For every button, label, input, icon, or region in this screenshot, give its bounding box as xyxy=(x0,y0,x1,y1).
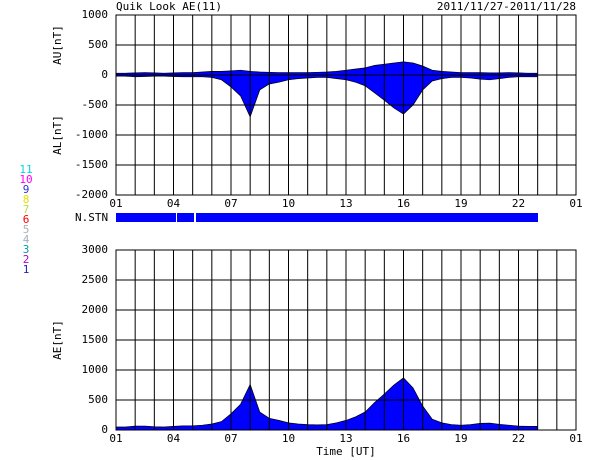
station-segment xyxy=(116,213,176,222)
station-number: 5 xyxy=(23,223,30,236)
station-number: 10 xyxy=(19,173,32,186)
station-number: 9 xyxy=(23,183,30,196)
station-number: 6 xyxy=(23,213,30,226)
y-tick-label: 3000 xyxy=(82,243,109,256)
x-tick-label: 13 xyxy=(339,432,352,445)
x-tick-label: 01 xyxy=(109,197,122,210)
station-number: 11 xyxy=(19,163,32,176)
station-segment xyxy=(177,213,194,222)
x-axis-label: Time [UT] xyxy=(316,445,376,458)
y-axis-label: AE[nT] xyxy=(51,320,64,360)
y-tick-label: 2500 xyxy=(82,273,109,286)
station-number: 3 xyxy=(23,243,30,256)
plot-frame xyxy=(115,14,577,196)
x-tick-label: 19 xyxy=(454,197,467,210)
y-tick-label: 1000 xyxy=(82,363,109,376)
x-tick-label: 10 xyxy=(282,432,295,445)
x-tick-label: 01 xyxy=(569,432,582,445)
y-tick-label: 2000 xyxy=(82,303,109,316)
x-tick-label: 07 xyxy=(224,432,237,445)
y-tick-label: 500 xyxy=(88,38,108,51)
x-tick-label: 16 xyxy=(397,432,410,445)
y-tick-label: 0 xyxy=(101,423,108,436)
chart-title: Quik Look AE(11) xyxy=(116,0,222,13)
y-axis-label: AL[nT] xyxy=(51,115,64,155)
station-bar xyxy=(116,213,538,222)
x-tick-label: 04 xyxy=(167,197,181,210)
station-number: 8 xyxy=(23,193,30,206)
x-tick-label: 13 xyxy=(339,197,352,210)
y-tick-label: -1500 xyxy=(75,158,108,171)
y-tick-label: 0 xyxy=(101,68,108,81)
x-tick-label: 22 xyxy=(512,432,525,445)
area xyxy=(115,74,539,118)
x-tick-label: 01 xyxy=(569,197,582,210)
x-tick-label: 07 xyxy=(224,197,237,210)
x-tick-label: 10 xyxy=(282,197,295,210)
y-tick-label: 500 xyxy=(88,393,108,406)
y-tick-label: -1000 xyxy=(75,128,108,141)
station-segment xyxy=(196,213,538,222)
y-tick-label: 1000 xyxy=(82,8,109,21)
x-tick-label: 19 xyxy=(454,432,467,445)
plot-frame xyxy=(115,249,577,431)
y-axis-label: AU[nT] xyxy=(51,25,64,65)
station-number: 7 xyxy=(23,203,30,216)
y-tick-label: 1500 xyxy=(82,333,109,346)
date-range: 2011/11/27-2011/11/28 xyxy=(437,0,576,13)
station-number: 2 xyxy=(23,253,30,266)
station-number: 4 xyxy=(23,233,30,246)
x-tick-label: 16 xyxy=(397,197,410,210)
station-label: N.STN xyxy=(75,211,108,224)
x-tick-label: 22 xyxy=(512,197,525,210)
y-tick-label: -500 xyxy=(82,98,109,111)
x-tick-label: 01 xyxy=(109,432,122,445)
area xyxy=(115,377,539,431)
area xyxy=(115,61,539,76)
station-number: 1 xyxy=(23,263,30,276)
y-tick-label: -2000 xyxy=(75,188,108,201)
x-tick-label: 04 xyxy=(167,432,181,445)
